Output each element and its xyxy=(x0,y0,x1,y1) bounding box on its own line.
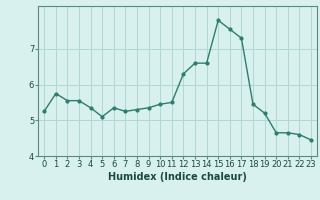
X-axis label: Humidex (Indice chaleur): Humidex (Indice chaleur) xyxy=(108,172,247,182)
